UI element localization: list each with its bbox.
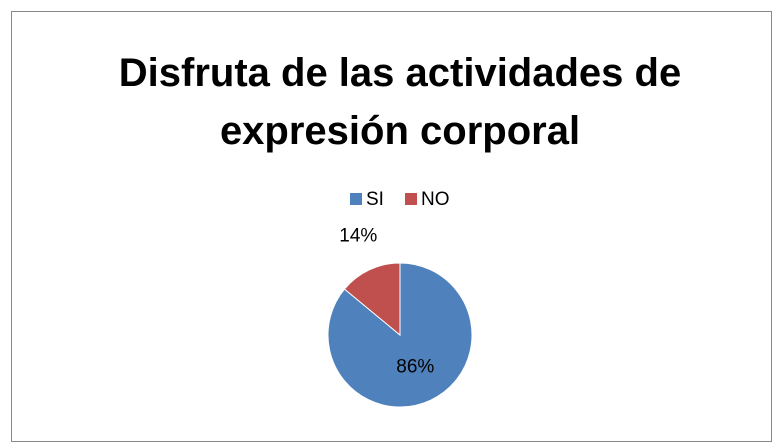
- data-label: 14%: [339, 225, 377, 246]
- legend-swatch: [405, 193, 417, 205]
- pie-slice: [327, 262, 473, 408]
- legend-label: NO: [421, 189, 450, 210]
- legend-swatch: [350, 193, 362, 205]
- legend-label: SI: [366, 189, 384, 210]
- chart-title: Disfruta de las actividades de expresión…: [118, 51, 682, 153]
- data-label: 86%: [396, 357, 434, 378]
- pie-slice: [343, 262, 401, 337]
